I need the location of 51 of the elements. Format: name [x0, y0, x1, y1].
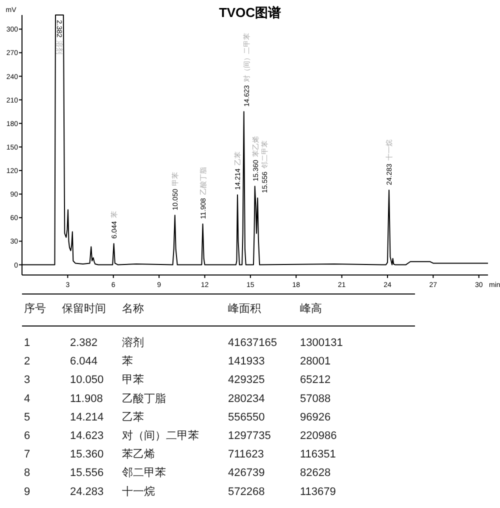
text: 41637165: [228, 337, 277, 349]
text: 峰高: [300, 302, 322, 315]
text: 2.382: [70, 337, 98, 349]
text: 6: [24, 430, 30, 442]
text: 280234: [228, 392, 265, 405]
text: 乙酸丁脂: [122, 392, 166, 405]
text: 429325: [228, 374, 265, 386]
text: 乙苯: [122, 410, 144, 424]
text: 28001: [300, 356, 331, 368]
text: 15.556: [70, 467, 104, 480]
text: 保留时间: [62, 302, 106, 315]
text: 14.214: [70, 411, 104, 424]
text: 572268: [228, 486, 265, 498]
text: 7: [24, 448, 30, 461]
text: 9: [24, 486, 30, 498]
text: 14.623: [70, 430, 104, 442]
text: 2: [24, 356, 30, 368]
text: 十一烷: [122, 484, 155, 498]
text: 82628: [300, 467, 331, 480]
text: 57088: [300, 392, 331, 405]
text: 甲苯: [122, 373, 144, 386]
text: 15.360: [70, 448, 104, 461]
text: 4: [24, 392, 30, 405]
text: 1300131: [300, 337, 343, 349]
text: 8: [24, 467, 30, 480]
text: 峰面积: [228, 303, 261, 315]
text: 96926: [300, 411, 331, 424]
text: 1: [24, 337, 30, 349]
text: 邻二甲苯: [122, 466, 166, 480]
text: 对（间）二甲苯: [122, 429, 199, 442]
text: 5: [24, 411, 30, 424]
text: 10.050: [70, 374, 104, 386]
text: 113679: [300, 486, 336, 498]
text: 24.283: [70, 486, 104, 498]
text: 苯: [122, 354, 133, 368]
text: 116351: [300, 448, 336, 461]
text: 220986: [300, 430, 337, 442]
text: 3: [24, 374, 30, 386]
text: 苯乙烯: [122, 448, 155, 461]
chart-title: TVOC图谱: [218, 5, 282, 20]
text: 序号: [24, 302, 46, 315]
text: 11.908: [70, 392, 103, 405]
text: 1297735: [228, 430, 271, 442]
text: 556550: [228, 411, 265, 424]
text: 65212: [300, 374, 331, 386]
text: 名称: [122, 303, 144, 315]
text: 6.044: [70, 356, 98, 368]
text: 426739: [228, 467, 265, 480]
text: 711623: [228, 448, 264, 461]
text: 141933: [228, 356, 265, 368]
text: 溶剂: [122, 336, 144, 349]
